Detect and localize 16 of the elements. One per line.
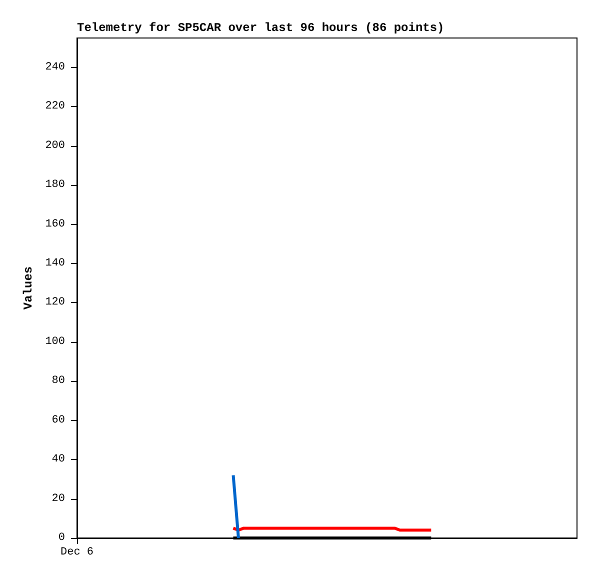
y-tick-label: 80 xyxy=(52,375,65,388)
y-tick-label: 0 xyxy=(58,532,65,544)
y-tick-label: 160 xyxy=(45,218,65,230)
y-tick-label: 240 xyxy=(45,61,65,74)
y-tick-label: 100 xyxy=(45,336,65,348)
x-tick-label: Dec 6 xyxy=(60,546,94,558)
y-tick-label: 20 xyxy=(52,492,65,505)
y-tick-label: 60 xyxy=(52,414,65,426)
y-tick-label: 200 xyxy=(45,140,65,152)
y-tick-label: 220 xyxy=(45,100,65,113)
y-tick-label: 140 xyxy=(45,257,65,270)
y-tick-label: 40 xyxy=(52,454,65,466)
chart-title: Telemetry for SP5CAR over last 96 hours (86 points) xyxy=(77,21,444,35)
y-tick-label: 120 xyxy=(45,296,65,309)
y-axis-title: Values xyxy=(21,266,36,310)
y-tick-label: 180 xyxy=(45,179,65,192)
